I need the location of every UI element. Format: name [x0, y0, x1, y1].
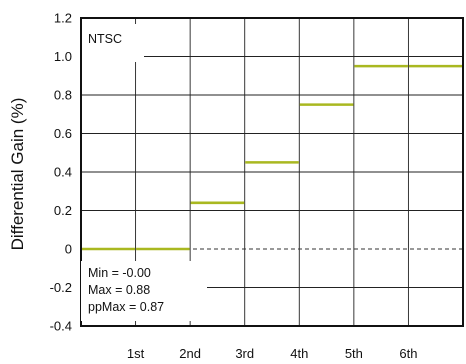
stat-max: Max = 0.88: [88, 283, 150, 297]
y-tick-label-6: 0: [65, 242, 72, 257]
plot-frame: [80, 17, 464, 327]
x-tick-label-6: 6th: [399, 346, 417, 361]
x-tick-labels: 1st 2nd 3rd 4th 5th 6th: [127, 346, 418, 361]
stat-ppmax: ppMax = 0.87: [88, 300, 164, 314]
y-axis-title: Differential Gain (%): [8, 98, 27, 251]
stat-min: Min = -0.00: [88, 266, 151, 280]
x-tick-label-1: 1st: [127, 346, 145, 361]
series-group: [81, 64, 463, 251]
x-tick-label-5: 5th: [345, 346, 363, 361]
y-tick-labels: 1.2 1.0 0.8 0.6 0.4 0.2 0 -0.2 -0.4: [50, 11, 72, 334]
y-tick-label-1: 1.0: [54, 49, 72, 64]
x-tick-label-3: 3rd: [235, 346, 254, 361]
plot-border: [80, 17, 464, 327]
y-tick-label-0: 1.2: [54, 11, 72, 26]
x-tick-label-2: 2nd: [179, 346, 201, 361]
corner-label: NTSC: [88, 32, 122, 46]
y-tick-label-8: -0.4: [50, 319, 72, 334]
y-tick-label-5: 0.2: [54, 203, 72, 218]
x-tick-label-4: 4th: [290, 346, 308, 361]
y-tick-label-4: 0.4: [54, 165, 72, 180]
y-tick-label-3: 0.6: [54, 126, 72, 141]
y-tick-label-2: 0.8: [54, 88, 72, 103]
corner-label-bg: [82, 24, 144, 62]
stats-box-bg: [81, 261, 207, 321]
y-tick-label-7: -0.2: [50, 280, 72, 295]
